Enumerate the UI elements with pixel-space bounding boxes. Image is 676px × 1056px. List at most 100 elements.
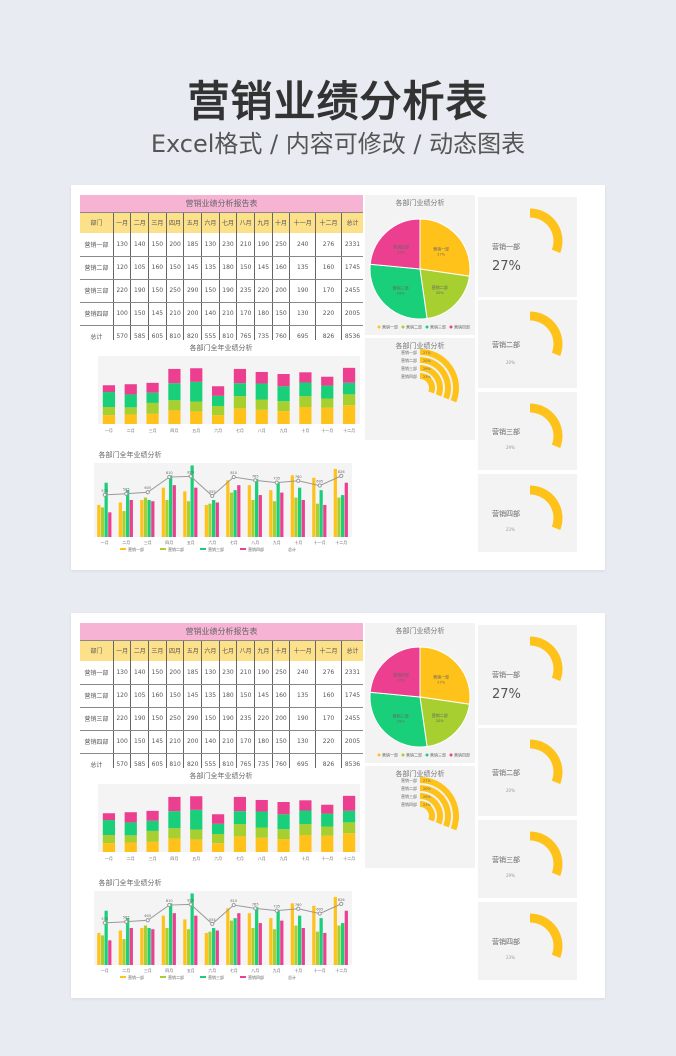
slice-label: 营销三部 (393, 712, 409, 718)
ring-arc (419, 777, 459, 831)
bar (143, 497, 148, 537)
bar (237, 913, 241, 965)
column-header: 七月 (218, 212, 237, 233)
ring-arc (419, 785, 451, 828)
value-cell: 150 (201, 707, 220, 731)
data-label: 735 (273, 905, 280, 909)
slice-label: 营销一部 (433, 674, 449, 680)
data-label: 826 (338, 898, 345, 902)
value-cell: 200 (183, 302, 202, 326)
stack-segment (124, 835, 137, 843)
bar (290, 903, 294, 965)
value-cell: 180 (254, 302, 273, 326)
legend-label: 营销二部 (168, 546, 184, 552)
bar (341, 923, 345, 965)
value-cell: 200 (271, 279, 290, 303)
column-header: 四月 (165, 212, 184, 233)
stack-segment (168, 796, 181, 812)
ring-label: 营销二部 (401, 357, 417, 363)
bar (319, 918, 323, 965)
bar (341, 495, 345, 537)
value-cell: 130 (289, 730, 316, 754)
data-label: 570 (101, 917, 108, 921)
dept-cell: 营销四部 (80, 730, 114, 754)
slice-percent: 20% (436, 291, 444, 295)
bar (122, 511, 126, 537)
bar (194, 487, 198, 537)
column-header: 总计 (340, 640, 363, 661)
total-point (102, 920, 107, 925)
data-label: 570 (101, 489, 108, 493)
bar (229, 920, 234, 965)
total-cell: 2005 (340, 302, 363, 326)
stack-segment (190, 381, 203, 402)
gauge-label: 营销三部 (492, 856, 520, 865)
stack-segment (321, 407, 334, 424)
table-row: 营销四部 100 150 145 210 200 140 210 170 180 150 130 220… (80, 302, 363, 326)
value-cell: 190 (254, 233, 273, 257)
x-tick-label: 二月 (127, 856, 135, 861)
plot-area (94, 463, 352, 537)
stack-segment (146, 382, 159, 393)
stack-segment (299, 835, 312, 852)
pie-panel: 各部门业绩分析 营销一部 27% 营销一部 营销二部 20% 营销二部 营销三部 29% 营销三部… (365, 195, 475, 335)
stack-segment (124, 407, 137, 415)
value-cell: 105 (130, 256, 149, 280)
total-cell: 1745 (340, 256, 363, 280)
legend-swatch (160, 548, 166, 550)
value-cell: 150 (148, 233, 167, 257)
x-tick-label: 四月 (165, 540, 173, 545)
pie-title: 各部门业绩分析 (395, 199, 445, 207)
ring-label: 营销三部 (401, 365, 417, 371)
ring-panel: 各部门业绩分析 营销一部 27% 营销二部 20% 营销三部 29% 营销四部 23% (365, 766, 475, 868)
value-cell: 150 (236, 684, 255, 708)
bar (140, 928, 144, 965)
x-tick-label: 一月 (101, 968, 109, 973)
gauge-fill (529, 739, 563, 784)
stack-segment (342, 367, 356, 383)
data-label: 765 (252, 902, 259, 906)
ring-title: 各部门业绩分析 (395, 770, 445, 778)
stack-segment (342, 822, 356, 834)
data-label: 760 (295, 475, 302, 479)
data-label: 585 (123, 916, 130, 920)
x-tick-label: 四月 (165, 968, 173, 973)
legend-label: 营销三部 (430, 752, 446, 758)
stack-segment (146, 402, 159, 414)
pie-slice (419, 646, 471, 705)
value-cell: 130 (201, 661, 220, 685)
value-cell: 105 (130, 684, 149, 708)
value-cell: 135 (201, 256, 220, 280)
legend-label: 营销一部 (382, 752, 398, 758)
x-tick-label: 七月 (230, 539, 238, 545)
gauge-label: 营销三部 (492, 428, 520, 437)
gauge-panel: 营销三部 29% (478, 392, 577, 470)
table-row: 营销二部 120 105 160 150 145 135 180 150 145 160 135 160… (80, 256, 363, 280)
stack-segment (211, 395, 225, 406)
column-header: 三月 (148, 640, 167, 661)
bar (255, 907, 259, 965)
bar (276, 482, 280, 537)
total-point (296, 906, 301, 911)
stack-segment (190, 411, 203, 424)
ring-label: 营销一部 (401, 777, 417, 783)
pie-slice (369, 691, 428, 748)
value-cell: 190 (218, 279, 237, 303)
stack-segment (299, 382, 312, 397)
pie-slice (419, 696, 471, 748)
data-label: 810 (230, 899, 237, 903)
legend-dot (401, 325, 405, 329)
hero-title: 营销业绩分析表 (187, 77, 489, 126)
total-point (124, 491, 129, 496)
column-header: 十月 (271, 212, 290, 233)
legend-label: 营销一部 (128, 546, 144, 552)
legend-swatch (160, 976, 166, 978)
stack-segment (233, 811, 247, 825)
slice-percent: 29% (397, 719, 405, 723)
bar (208, 931, 212, 965)
total-point (102, 492, 107, 497)
bar (165, 928, 169, 965)
x-tick-label: 五月 (187, 968, 195, 973)
gauge-panel: 营销三部 29% (478, 820, 577, 898)
